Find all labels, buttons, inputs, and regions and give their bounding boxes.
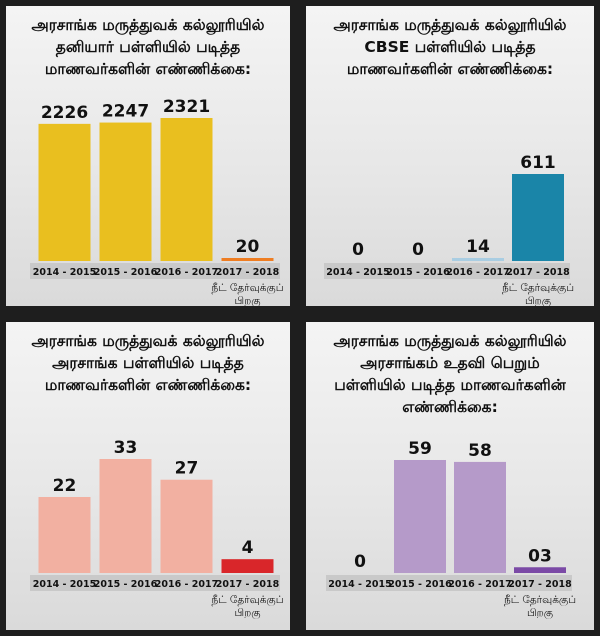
neet-note-line: நீட் தேர்வுக்குப்: [211, 594, 283, 608]
bar: [99, 122, 152, 262]
panel-title: அரசாங்க மருத்துவக் கல்லூரியில் அரசாங்கம்…: [312, 330, 588, 418]
bar-value-label: 14: [466, 237, 490, 257]
x-tick-label: 2016 - 2017: [155, 267, 218, 278]
x-tick-label: 2015 - 2016: [388, 579, 452, 590]
title-line: அரசாங்கம் உதவி பெறும்: [360, 354, 540, 372]
title-line: CBSE பள்ளியில் படித்த: [364, 38, 536, 56]
neet-note-line: நீட் தேர்வுக்குப்: [504, 594, 576, 608]
x-tick-label: 2014 - 2015: [33, 267, 96, 278]
neet-note-line: பிறகு: [525, 295, 552, 306]
bar-chart-private-school: 2226 2014 - 2015 2247 2015 - 2016 2321 2016 -…: [30, 97, 284, 306]
title-line: அரசாங்க பள்ளியில் படித்த: [52, 354, 244, 372]
bar: [394, 460, 446, 573]
bar-value-label: 59: [408, 439, 432, 459]
bar: [38, 123, 91, 261]
bar-value-label: 2247: [102, 102, 149, 122]
title-line: மாணவர்களின் எண்ணிக்கை:: [44, 376, 252, 394]
bar: [160, 479, 213, 573]
x-tick-label: 2016 - 2017: [155, 579, 218, 590]
axis-band: [30, 263, 280, 279]
x-tick-label: 2015 - 2016: [94, 267, 158, 278]
x-tick-label: 2016 - 2017: [448, 579, 511, 590]
panel-title: அரசாங்க மருத்துவக் கல்லூரியில் CBSE பள்ள…: [312, 14, 588, 80]
title-line: மாணவர்களின் எண்ணிக்கை:: [346, 60, 554, 78]
neet-note-line: நீட் தேர்வுக்குப்: [502, 282, 574, 296]
bar-value-label: 58: [468, 441, 492, 461]
panel-govt-aided-school: அரசாங்க மருத்துவக் கல்லூரியில் அரசாங்கம்…: [306, 322, 594, 630]
bar-value-label: 22: [53, 476, 77, 496]
x-tick-label: 2016 - 2017: [446, 267, 509, 278]
x-tick-label: 2017 - 2018: [216, 267, 280, 278]
axis-band: [324, 263, 570, 279]
bar-value-label: 0: [412, 240, 424, 260]
bar: [221, 559, 274, 573]
x-tick-label: 2017 - 2018: [216, 579, 280, 590]
title-line: தனியார் பள்ளியில் படித்த: [55, 38, 241, 56]
axis-band: [326, 575, 572, 591]
x-tick-label: 2017 - 2018: [506, 267, 570, 278]
title-line: அரசாங்க மருத்துவக் கல்லூரியில்: [333, 16, 567, 34]
bar: [160, 118, 213, 261]
neet-note-line: நீட் தேர்வுக்குப்: [211, 282, 283, 296]
bar-value-label: 2321: [163, 97, 210, 117]
bar: [38, 497, 91, 573]
bar-chart-government-school: 22 2014 - 2015 33 2015 - 2016 27 2016 - 2017 4…: [30, 438, 284, 621]
panel-private-school: அரசாங்க மருத்துவக் கல்லூரியில் தனியார் ப…: [6, 6, 290, 306]
panel-title: அரசாங்க மருத்துவக் கல்லூரியில் தனியார் ப…: [12, 14, 284, 80]
title-line: மாணவர்களின் எண்ணிக்கை:: [44, 60, 252, 78]
panel-government-school: அரசாங்க மருத்துவக் கல்லூரியில் அரசாங்க ப…: [6, 322, 290, 630]
bar: [99, 459, 152, 573]
title-line: அரசாங்க மருத்துவக் கல்லூரியில்: [333, 332, 567, 350]
bar-value-label: 03: [528, 546, 552, 566]
x-tick-label: 2014 - 2015: [326, 267, 389, 278]
bar-value-label: 27: [175, 459, 199, 479]
panel-cbse-school: அரசாங்க மருத்துவக் கல்லூரியில் CBSE பள்ள…: [306, 6, 594, 306]
title-line: பள்ளியில் படித்த மாணவர்களின்: [334, 376, 566, 394]
neet-note-line: பிறகு: [235, 295, 262, 306]
bar-value-label: 2226: [41, 103, 88, 123]
bar: [514, 567, 566, 573]
bar: [452, 258, 504, 261]
x-tick-label: 2015 - 2016: [94, 579, 158, 590]
bar-value-label: 4: [242, 538, 254, 558]
bar-value-label: 0: [352, 240, 364, 260]
bar-chart-cbse-school: 0 2014 - 2015 0 2015 - 2016 14 2016 - 2017 611…: [324, 153, 574, 306]
x-tick-label: 2017 - 2018: [508, 579, 572, 590]
x-tick-label: 2014 - 2015: [328, 579, 391, 590]
bar-value-label: 0: [354, 552, 366, 572]
title-line: அரசாங்க மருத்துவக் கல்லூரியில்: [31, 332, 265, 350]
neet-note-line: பிறகு: [235, 607, 262, 621]
bar-value-label: 20: [236, 237, 260, 257]
bar-value-label: 611: [520, 153, 556, 173]
bar: [512, 174, 564, 261]
x-tick-label: 2014 - 2015: [33, 579, 96, 590]
neet-note-line: பிறகு: [527, 607, 554, 621]
bar-value-label: 33: [114, 438, 138, 458]
bar-chart-govt-aided-school: 0 2014 - 2015 59 2015 - 2016 58 2016 - 2017 03…: [326, 439, 576, 621]
bar: [454, 461, 506, 573]
title-line: அரசாங்க மருத்துவக் கல்லூரியில்: [31, 16, 265, 34]
axis-band: [30, 575, 280, 591]
bar: [221, 258, 274, 261]
title-line: எண்ணிக்கை:: [402, 398, 498, 416]
x-tick-label: 2015 - 2016: [386, 267, 450, 278]
panel-title: அரசாங்க மருத்துவக் கல்லூரியில் அரசாங்க ப…: [12, 330, 284, 396]
